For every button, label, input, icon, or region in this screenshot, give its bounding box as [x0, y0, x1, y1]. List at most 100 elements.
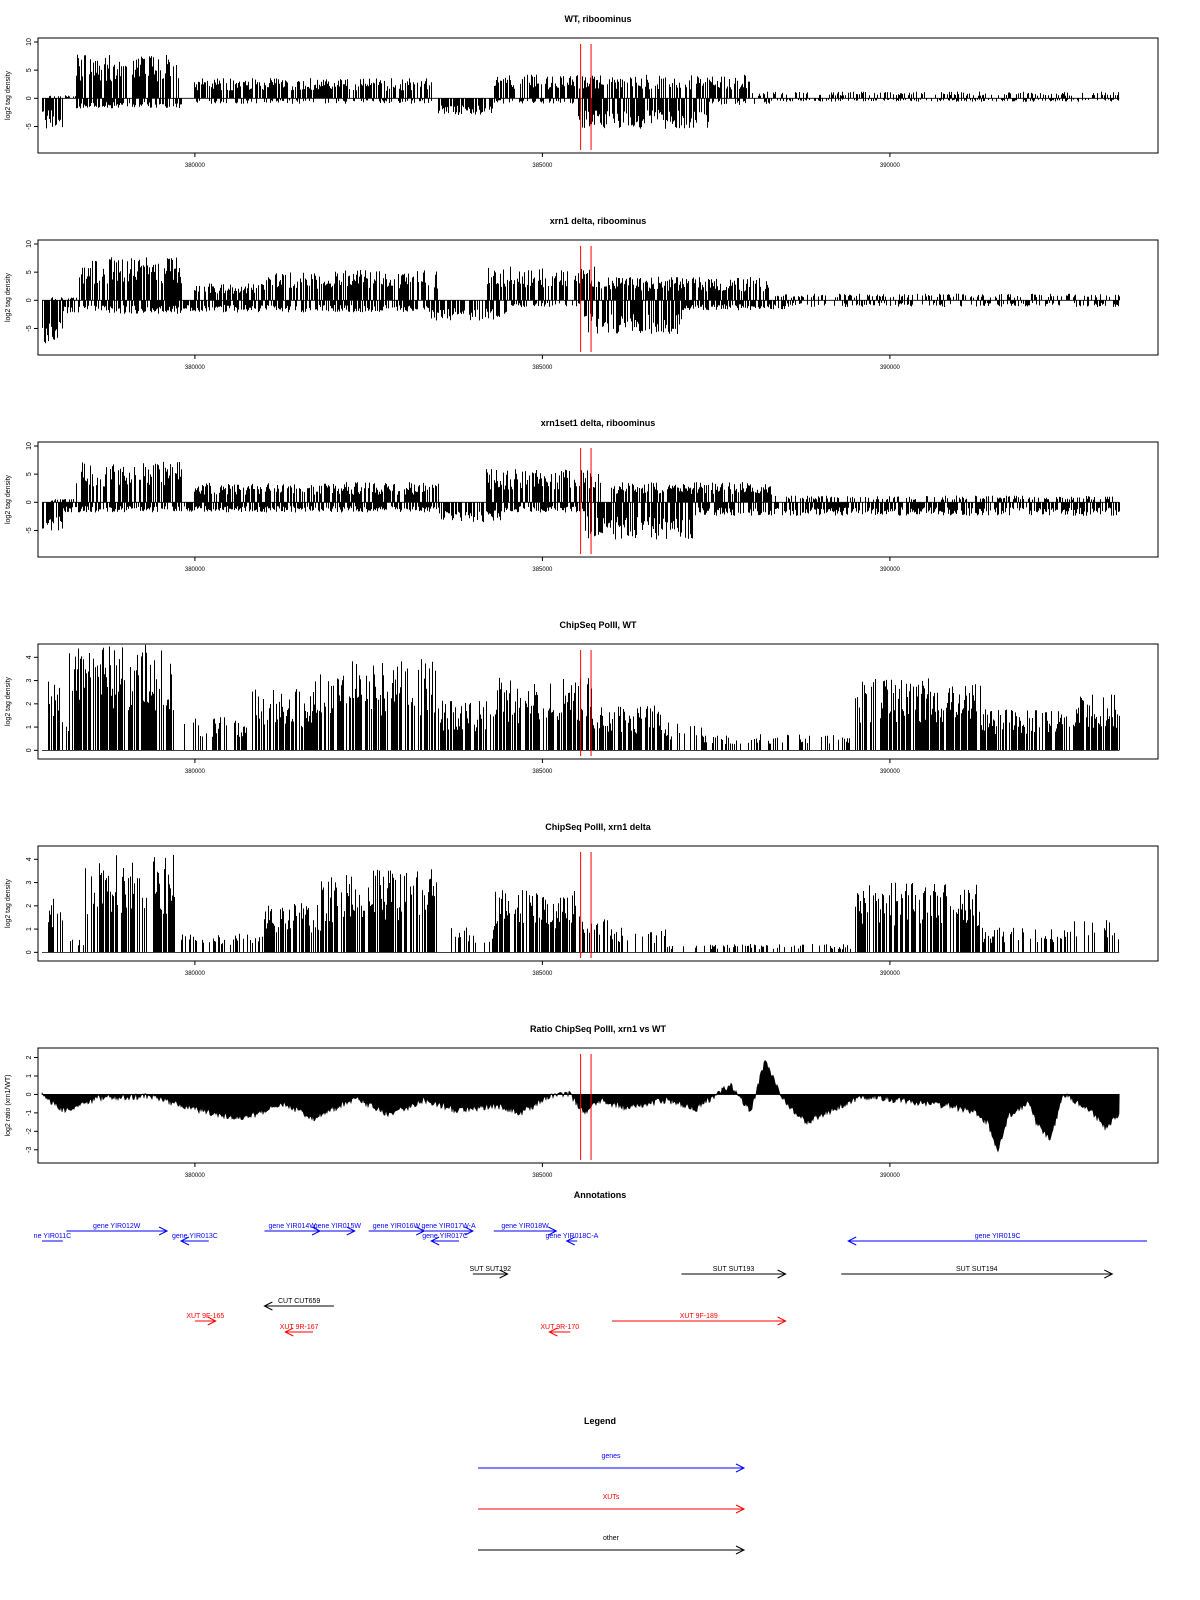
other-label: SUT SUT193: [713, 1266, 755, 1273]
gene-feature: gene YIR014W: [264, 1223, 322, 1236]
arrow-head: [777, 1269, 787, 1279]
y-tick-label: 0: [26, 298, 33, 302]
panel-title: xrn1 delta, riboominus: [550, 216, 647, 226]
y-tick-label: 10: [26, 442, 33, 450]
panel-4: ChipSeq PolII, WT log2 tag density 4 3 2 1 0 38…: [5, 620, 1159, 775]
y-tick-label: 5: [26, 472, 33, 476]
y-tick-label: 0: [26, 96, 33, 100]
y-tick-label: 3: [26, 679, 33, 683]
panel-frame: [37, 441, 1159, 558]
gene-label: gene YIR018C-A: [546, 1233, 599, 1240]
panel-frame: [37, 845, 1159, 962]
x-tick-label: 380000: [185, 163, 206, 169]
signal-bars-minus: [42, 502, 1120, 540]
legend-title: Legend: [584, 1416, 616, 1426]
arrow-head: [464, 1226, 475, 1236]
x-tick-label: 385000: [532, 567, 553, 573]
y-tick-label: 4: [26, 655, 33, 659]
arrow-head: [1104, 1269, 1114, 1279]
x-tick-label: 380000: [185, 1173, 206, 1179]
signal-bars-signal: [48, 854, 1119, 953]
other-feature: SUT SUT194: [841, 1266, 1114, 1279]
y-tick-label: 10: [26, 240, 33, 248]
other-feature: SUT SUT192: [470, 1266, 512, 1279]
y-tick-label: 10: [26, 38, 33, 46]
arrow-head: [207, 1316, 217, 1326]
arrow-head: [565, 1236, 575, 1246]
arrow-head: [263, 1301, 273, 1311]
other-label: SUT SUT192: [470, 1266, 512, 1273]
other-label: CUT CUT659: [278, 1298, 320, 1305]
gene-label: gene YIR016W: [373, 1223, 421, 1230]
y-tick-label: 1: [26, 1074, 33, 1078]
y-tick-label: 4: [26, 857, 33, 861]
arrow-head: [847, 1236, 857, 1246]
arrow-head: [179, 1236, 190, 1246]
x-tick-label: 385000: [532, 163, 553, 169]
gene-label: gene YIR013C: [172, 1233, 218, 1240]
other-feature: CUT CUT659: [263, 1298, 334, 1311]
x-tick-label: 385000: [532, 1173, 553, 1179]
y-tick-label: 1: [26, 725, 33, 729]
gene-label: gene YIR015W: [314, 1223, 362, 1230]
xut-feature: XUT 9F-165: [186, 1313, 224, 1326]
gene-feature: gene YIR012W: [66, 1223, 169, 1236]
legend-item-label: other: [603, 1535, 620, 1542]
x-tick-label: 390000: [880, 365, 901, 371]
y-tick-label: 0: [26, 748, 33, 752]
xut-feature: XUT 9R-167: [280, 1324, 319, 1337]
xut-feature: XUT 9R-170: [540, 1324, 579, 1337]
other-label: SUT SUT194: [956, 1266, 998, 1273]
y-axis-label: log2 ratio (xrn1/WT): [5, 1075, 12, 1137]
gene-feature: gene YIR019C: [847, 1233, 1148, 1246]
y-tick-label: -5: [26, 527, 33, 533]
gene-feature: gene YIR017W-A: [421, 1223, 476, 1236]
gene-label: ne YIR011C: [34, 1233, 72, 1240]
y-axis-label: log2 tag density: [5, 878, 12, 928]
xut-label: XUT 9R-167: [280, 1324, 319, 1331]
annotations-title: Annotations: [574, 1190, 627, 1200]
y-axis-label: log2 tag density: [5, 474, 12, 524]
arrow-head: [735, 1545, 746, 1555]
gene-label: gene YIR014W: [269, 1223, 317, 1230]
y-tick-label: 2: [26, 702, 33, 706]
panel-title: Ratio ChipSeq PolII, xrn1 vs WT: [530, 1024, 667, 1034]
signal-bars-signal: [48, 644, 1120, 751]
y-tick-label: -5: [26, 123, 33, 129]
gene-feature: gene YIR018C-A: [546, 1233, 599, 1246]
y-tick-label: -2: [26, 1128, 33, 1134]
x-tick-label: 390000: [880, 769, 901, 775]
y-axis-label: log2 tag density: [5, 272, 12, 322]
y-tick-label: 0: [26, 950, 33, 954]
x-tick-label: 385000: [532, 971, 553, 977]
y-tick-label: 2: [26, 1055, 33, 1059]
x-tick-label: 390000: [880, 567, 901, 573]
panel-3: xrn1set1 delta, riboominus log2 tag densi…: [5, 418, 1159, 573]
panel-5: ChipSeq PolII, xrn1 delta log2 tag densit…: [5, 822, 1159, 977]
x-tick-label: 380000: [185, 567, 206, 573]
x-tick-label: 390000: [880, 163, 901, 169]
y-tick-label: 2: [26, 904, 33, 908]
arrow-head: [735, 1463, 746, 1473]
y-tick-label: -5: [26, 325, 33, 331]
gene-feature: gene YIR018W: [493, 1223, 558, 1236]
signal-bars-minus: [42, 98, 1119, 129]
gene-label: gene YIR019C: [975, 1233, 1021, 1240]
x-tick-label: 380000: [185, 971, 206, 977]
y-tick-label: -1: [26, 1110, 33, 1116]
gene-label: gene YIR012W: [93, 1223, 141, 1230]
signal-bars-plus: [51, 257, 1120, 301]
legend-item-label: genes: [601, 1453, 621, 1460]
arrow-head: [158, 1226, 169, 1236]
xut-label: XUT 9F-165: [186, 1313, 224, 1320]
legend-item-XUTs: XUTs: [478, 1494, 746, 1514]
y-tick-label: -3: [26, 1147, 33, 1153]
signal-bars-minus: [42, 300, 1119, 344]
gene-label: gene YIR017C: [422, 1233, 468, 1240]
legend-item-genes: genes: [478, 1453, 746, 1473]
arrow-head: [499, 1269, 509, 1279]
panel-title: ChipSeq PolII, WT: [560, 620, 637, 630]
panel-2: xrn1 delta, riboominus log2 tag density 10…: [5, 216, 1159, 371]
y-axis-label: log2 tag density: [5, 70, 12, 120]
annotations-section: Annotations ne YIR011C gene YIR012W gene YI…: [34, 1190, 1148, 1337]
